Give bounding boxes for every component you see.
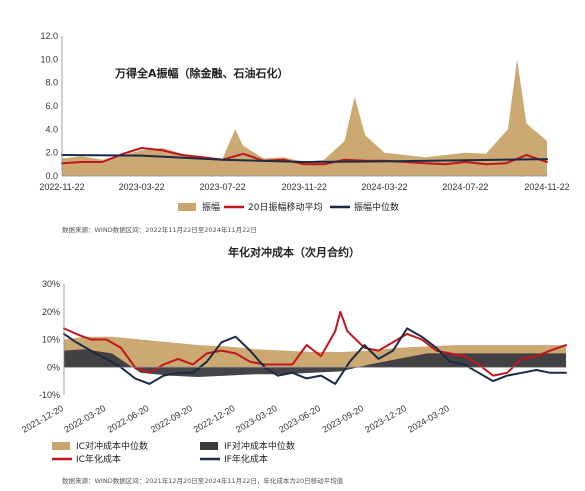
chart1-x-tick: 2024-03-22 xyxy=(361,182,407,192)
chart1-y-tick: 0.0 xyxy=(45,171,58,181)
chart1-x-tick: 2023-11-22 xyxy=(281,182,326,192)
legend-label-1-1: 20日振幅移动平均 xyxy=(248,201,322,213)
chart2-line-2 xyxy=(63,310,567,377)
chart1-x-tick: 2023-03-22 xyxy=(119,182,165,192)
chart2-title: 年化对冲成本（次月合约） xyxy=(228,245,360,259)
legend-swatch-2-0 xyxy=(52,442,70,450)
chart2-y-tick: 20% xyxy=(42,307,60,317)
chart1-y-ticks: 0.0 2.0 4.0 6.0 8.0 10.0 12.0 xyxy=(40,31,58,181)
chart2-x-tick: 2022-12-20 xyxy=(192,403,237,435)
legend-label-2-3: IF年化成本 xyxy=(224,453,268,465)
amplitude-lines-layer xyxy=(61,147,548,166)
chart2-y-tick: 30% xyxy=(42,279,60,289)
chart1-x-tick: 2024-11-22 xyxy=(524,182,569,192)
chart1-x-ticks: 2022-11-22 2023-03-22 2023-07-22 2023-11-22… xyxy=(39,182,569,192)
chart2-x-tick: 2023-09-20 xyxy=(320,403,365,435)
chart2-x-tick: 2023-06-20 xyxy=(277,403,322,435)
chart2-x-tick: 2022-03-20 xyxy=(62,403,107,435)
chart2-area-1 xyxy=(64,349,566,377)
chart1-line-1 xyxy=(61,147,548,166)
chart2-x-tick: 2022-06-20 xyxy=(106,403,151,435)
legend-label-1-0: 振幅 xyxy=(202,201,220,213)
chart1-legend: 振幅 20日振幅移动平均 振幅中位数 xyxy=(178,201,399,213)
legend-label-2-0: IC对冲成本中位数 xyxy=(76,440,148,452)
chart2-x-tick: 2023-03-20 xyxy=(234,403,279,435)
chart1-title: 万得全A振幅（除金融、石油石化） xyxy=(114,66,289,80)
chart1-x-tick: 2022-11-22 xyxy=(39,182,84,192)
chart1-y-tick: 8.0 xyxy=(45,78,58,88)
chart1-source-note: 数据来源：WIND数据区间：2022年11月22日至2024年11月22日 xyxy=(62,225,257,234)
chart1-x-tick: 2023-07-22 xyxy=(200,182,246,192)
amplitude-chart: 0.0 2.0 4.0 6.0 8.0 10.0 12.0 2022-11-22 2023-0… xyxy=(39,31,569,234)
legend-swatch-2-1 xyxy=(200,442,218,450)
chart2-x-ticks: 2021-12-202022-03-202022-06-202022-09-20… xyxy=(20,403,451,435)
hedging-lines-layer xyxy=(63,310,567,385)
chart2-line-3 xyxy=(63,327,567,385)
legend-label-1-2: 振幅中位数 xyxy=(354,201,399,213)
chart1-y-tick: 4.0 xyxy=(45,124,58,134)
chart1-y-tick: 6.0 xyxy=(45,101,58,111)
hedging-area-layer xyxy=(64,336,566,377)
chart2-legend: IC对冲成本中位数 IF对冲成本中位数 IC年化成本 IF年化成本 xyxy=(52,440,295,465)
hedging-cost-chart: 年化对冲成本（次月合约） -10%0%10%20%30% 2021-12-202… xyxy=(20,245,567,485)
chart2-x-tick: 2024-03-20 xyxy=(406,403,451,435)
chart2-source-note: 数据来源：WIND数据区间：2021年12月20日至2024年11月22日，年化… xyxy=(62,476,344,485)
chart2-y-ticks: -10% 0% 10% 20% 30% xyxy=(39,279,60,400)
chart2-y-tick: 10% xyxy=(42,335,60,345)
legend-swatch-1-0 xyxy=(178,203,196,211)
chart1-line-2 xyxy=(61,154,548,163)
chart2-y-tick: 0% xyxy=(47,362,60,372)
chart2-x-tick: 2021-12-20 xyxy=(20,403,65,435)
chart2-x-tick: 2022-09-20 xyxy=(149,403,194,435)
legend-label-2-2: IC年化成本 xyxy=(76,453,121,465)
chart1-y-tick: 10.0 xyxy=(40,54,58,64)
chart1-y-tick: 12.0 xyxy=(40,31,58,41)
chart2-x-tick: 2023-12-20 xyxy=(363,403,408,435)
chart1-x-tick: 2024-07-22 xyxy=(442,182,488,192)
chart1-y-tick: 2.0 xyxy=(45,148,58,158)
chart2-y-tick: -10% xyxy=(39,390,60,400)
legend-label-2-1: IF对冲成本中位数 xyxy=(224,440,295,452)
